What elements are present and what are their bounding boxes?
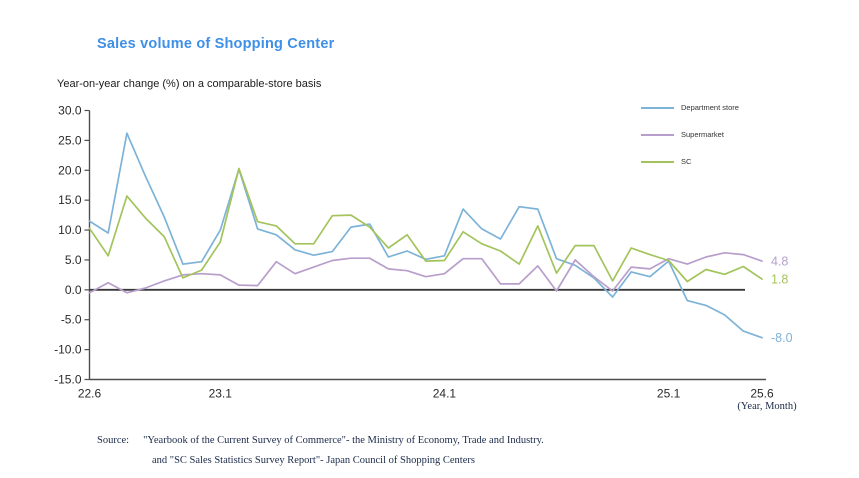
legend-label: Department store [681,103,739,112]
svg-text:22.6: 22.6 [78,387,102,401]
legend-item-supermarket: Supermarket [641,130,771,140]
sc-line-icon [641,161,674,164]
svg-text:-8.0: -8.0 [771,331,793,345]
svg-text:25.0: 25.0 [58,133,82,147]
svg-text:25.6: 25.6 [750,387,774,401]
svg-text:1.8: 1.8 [771,273,788,287]
svg-text:-15.0: -15.0 [54,373,82,387]
legend: Department store Supermarket SC [641,103,771,167]
svg-text:10.0: 10.0 [58,223,82,237]
svg-text:30.0: 30.0 [58,104,82,118]
legend-item-sc: SC [641,157,771,167]
svg-text:15.0: 15.0 [58,193,82,207]
svg-text:25.1: 25.1 [657,387,681,401]
svg-text:24.1: 24.1 [433,387,457,401]
source-line-1: Source: "Yearbook of the Current Survey o… [97,431,544,451]
x-axis-unit-note: (Year, Month) [737,401,797,412]
page-title: Sales volume of Shopping Center [97,36,335,52]
svg-text:23.1: 23.1 [209,387,233,401]
svg-text:20.0: 20.0 [58,163,82,177]
source-text-1: "Yearbook of the Current Survey of Comme… [143,435,544,446]
supermarket-line-icon [641,134,674,137]
legend-label: Supermarket [681,130,724,140]
svg-text:-5.0: -5.0 [61,313,82,327]
legend-item-department-store: Department store [641,103,771,113]
svg-text:-10.0: -10.0 [54,343,82,357]
department-store-line-icon [641,107,674,109]
legend-label: SC [681,157,692,167]
svg-text:0.0: 0.0 [65,283,82,297]
source-prefix: Source: [97,435,130,446]
svg-text:5.0: 5.0 [65,253,82,267]
source-note: Source: "Yearbook of the Current Survey o… [97,431,544,471]
chart-subtitle: Year-on-year change (%) on a comparable-… [57,78,322,90]
svg-text:4.8: 4.8 [771,255,788,269]
source-line-2: and "SC Sales Statistics Survey Report"-… [152,455,475,466]
